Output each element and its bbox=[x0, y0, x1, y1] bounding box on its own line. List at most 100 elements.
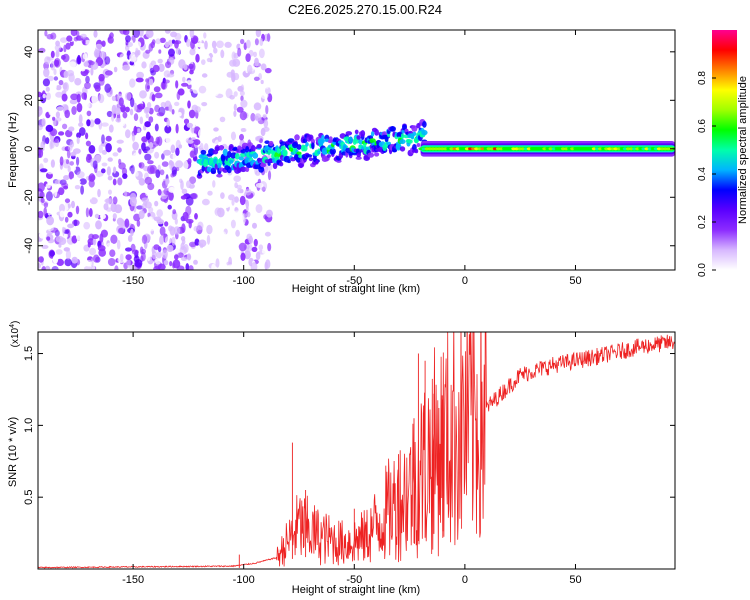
heatmap-cell bbox=[145, 131, 151, 140]
heatmap-cell bbox=[294, 134, 300, 141]
heatmap-cell bbox=[564, 147, 569, 151]
heatmap-cell bbox=[159, 235, 164, 245]
heatmap-cell bbox=[226, 166, 232, 174]
heatmap-cell bbox=[92, 254, 100, 263]
heatmap-cell bbox=[85, 132, 89, 140]
heatmap-cell bbox=[160, 101, 167, 108]
heatmap-cell bbox=[47, 148, 54, 156]
heatmap-cell bbox=[144, 153, 152, 161]
heatmap-cell bbox=[153, 265, 160, 270]
heatmap-cell bbox=[80, 204, 87, 211]
heatmap-cell bbox=[237, 211, 245, 222]
heatmap-y-axis: -40 -20 0 20 40 bbox=[23, 46, 675, 254]
heatmap-cell bbox=[151, 94, 156, 102]
heatmap-cell bbox=[195, 53, 200, 63]
heatmap-cell bbox=[239, 166, 247, 173]
heatmap-cell bbox=[183, 93, 190, 100]
heatmap-cell bbox=[52, 83, 57, 91]
heatmap-cell bbox=[245, 146, 250, 153]
heatmap-cell bbox=[186, 180, 191, 189]
heatmap-cell bbox=[81, 92, 87, 100]
heatmap-cell bbox=[116, 239, 121, 250]
heatmap-cell bbox=[69, 161, 74, 166]
heatmap-cell bbox=[517, 147, 522, 151]
heatmap-cell bbox=[193, 259, 198, 265]
heatmap-cell bbox=[85, 75, 90, 84]
heatmap-cell bbox=[235, 229, 240, 237]
heatmap-cell bbox=[264, 140, 270, 144]
heatmap-cell bbox=[187, 158, 192, 165]
heatmap-cell bbox=[280, 145, 286, 151]
heatmap-cell bbox=[216, 81, 223, 92]
heatmap-cell bbox=[147, 165, 155, 175]
heatmap-cell bbox=[133, 213, 141, 222]
heatmap-cell bbox=[421, 147, 426, 151]
heatmap-cell bbox=[266, 33, 271, 42]
heatmap-cell bbox=[647, 147, 652, 151]
heatmap-cell bbox=[89, 247, 97, 256]
heatmap-cell bbox=[73, 219, 78, 227]
heatmap-cell bbox=[108, 189, 112, 195]
heatmap-cell bbox=[119, 30, 127, 35]
heatmap-cell bbox=[159, 226, 166, 236]
heatmap-cell bbox=[260, 79, 264, 85]
heatmap-cell bbox=[156, 112, 165, 117]
heatmap-cell bbox=[188, 109, 196, 119]
heatmap-cell bbox=[70, 247, 77, 252]
heatmap-cell bbox=[287, 159, 291, 164]
heatmap-cell bbox=[644, 147, 649, 151]
heatmap-cell bbox=[127, 235, 133, 242]
heatmap-cell bbox=[656, 147, 662, 151]
heatmap-cell bbox=[223, 134, 227, 141]
heatmap-cell bbox=[151, 250, 157, 260]
heatmap-cell bbox=[45, 124, 54, 132]
heatmap-cell bbox=[495, 147, 501, 151]
heatmap-cell bbox=[230, 219, 236, 229]
heatmap-cell bbox=[233, 52, 239, 59]
heatmap-cell bbox=[90, 108, 96, 116]
heatmap-cell bbox=[210, 200, 219, 206]
heatmap-cell bbox=[576, 147, 581, 151]
heatmap-cell bbox=[38, 256, 44, 263]
heatmap-cell bbox=[53, 68, 57, 76]
heatmap-cell bbox=[138, 178, 146, 186]
heatmap-cell bbox=[245, 166, 250, 172]
heatmap-cell bbox=[212, 237, 220, 245]
heatmap-cell bbox=[86, 119, 91, 127]
heatmap-cell bbox=[155, 136, 160, 145]
heatmap-cell bbox=[180, 256, 188, 261]
heatmap-cell bbox=[201, 102, 208, 107]
heatmap-cell bbox=[53, 76, 59, 81]
heatmap-cell bbox=[134, 41, 142, 49]
snr-multiplier-close: ) bbox=[10, 321, 21, 324]
heatmap-cell bbox=[231, 73, 236, 83]
heatmap-cell bbox=[194, 238, 200, 246]
heatmap-cell bbox=[264, 231, 271, 237]
heatmap-cell bbox=[97, 188, 101, 198]
heatmap-cell bbox=[560, 147, 566, 151]
heatmap-cell bbox=[45, 86, 50, 92]
heatmap-cell bbox=[180, 242, 185, 250]
heatmap-cell bbox=[268, 140, 274, 147]
heatmap-cell bbox=[209, 35, 218, 41]
colorbar-tick-label: 0.6 bbox=[697, 119, 708, 133]
heatmap-cell bbox=[147, 160, 154, 165]
heatmap-cell bbox=[43, 202, 49, 208]
heatmap-x-axis: -150 -100 -50 0 50 bbox=[122, 30, 582, 287]
heatmap-cell bbox=[164, 41, 170, 48]
heatmap-cell bbox=[129, 196, 137, 207]
heatmap-cell bbox=[148, 142, 154, 149]
heatmap-cell bbox=[50, 159, 56, 168]
heatmap-cell bbox=[177, 252, 184, 258]
heatmap-cell bbox=[55, 50, 60, 58]
heatmap-cell bbox=[666, 147, 671, 151]
heatmap-cell bbox=[105, 197, 114, 205]
heatmap-cell bbox=[477, 147, 482, 151]
heatmap-cell bbox=[158, 49, 162, 54]
heatmap-cell bbox=[93, 30, 98, 38]
heatmap-cell bbox=[98, 176, 106, 184]
heatmap-cell bbox=[39, 168, 48, 173]
heatmap-cell bbox=[113, 166, 117, 174]
heatmap-cell bbox=[259, 38, 264, 46]
heatmap-cell bbox=[374, 152, 380, 157]
